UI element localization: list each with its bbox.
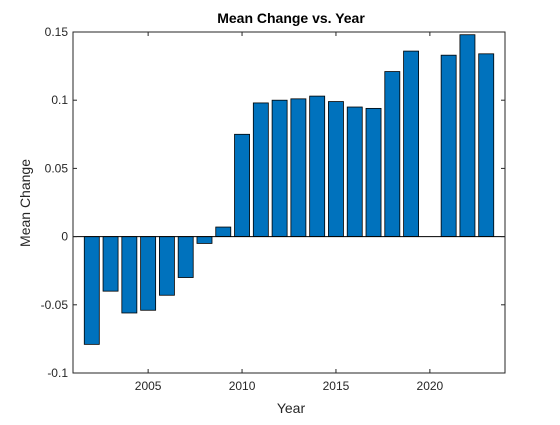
bar-2015 [328, 102, 343, 237]
y-axis-label: Mean Change [17, 159, 33, 247]
bar-2022 [460, 35, 475, 237]
bar-2011 [253, 103, 268, 237]
bar-2004 [122, 237, 137, 313]
bar-2003 [103, 237, 118, 292]
chart-title: Mean Change vs. Year [217, 10, 365, 26]
bar-2021 [441, 55, 456, 236]
bar-2002 [84, 237, 99, 345]
x-tick-label: 2010 [229, 379, 256, 393]
bar-2013 [291, 99, 306, 237]
bar-2005 [141, 237, 156, 311]
bar-2008 [197, 237, 212, 244]
bar-2019 [404, 51, 419, 237]
x-axis-label: Year [277, 400, 306, 416]
y-tick-label: 0.05 [45, 161, 69, 175]
bar-2010 [235, 134, 250, 236]
axes-layer [73, 32, 505, 373]
bar-2006 [159, 237, 174, 296]
bar-2018 [385, 72, 400, 237]
y-tick-label: 0 [61, 230, 68, 244]
x-tick-label: 2015 [323, 379, 350, 393]
x-tick-label: 2020 [417, 379, 444, 393]
y-tick-label: -0.05 [41, 298, 69, 312]
bar-2014 [310, 96, 325, 236]
y-tick-label: 0.15 [45, 25, 69, 39]
plot-area [73, 32, 505, 373]
x-tick-label: 2005 [135, 379, 162, 393]
bar-2023 [479, 54, 494, 237]
y-tick-label: 0.1 [51, 93, 68, 107]
bar-2012 [272, 100, 287, 236]
bar-2007 [178, 237, 193, 278]
bar-2009 [216, 227, 231, 237]
bar-2016 [347, 107, 362, 237]
bar-2017 [366, 108, 381, 236]
y-tick-label: -0.1 [47, 366, 68, 380]
